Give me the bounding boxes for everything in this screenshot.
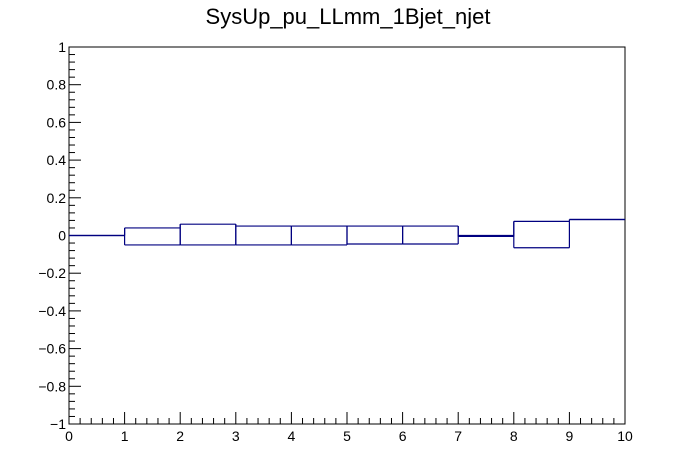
y-axis: −1 −0.8 −0.6 −0.4 −0.2 0 0.2 0.4 0.6 0.8 1	[38, 39, 81, 432]
y-tick-label: −0.4	[38, 303, 66, 319]
x-tick-label: 5	[343, 428, 351, 444]
x-tick-label: 3	[232, 428, 240, 444]
y-tick-label: −1	[50, 416, 66, 432]
x-tick-label: 1	[121, 428, 129, 444]
x-tick-label: 0	[65, 428, 73, 444]
y-tick-label: 0.2	[47, 190, 67, 206]
x-tick-label: 7	[454, 428, 462, 444]
x-tick-label: 10	[617, 428, 633, 444]
x-tick-label: 8	[510, 428, 518, 444]
histogram-bins	[69, 218, 625, 249]
y-tick-label: 0.4	[47, 152, 67, 168]
chart-title: SysUp_pu_LLmm_1Bjet_njet	[205, 4, 491, 29]
y-tick-label: 0.6	[47, 114, 67, 130]
x-tick-label: 4	[288, 428, 296, 444]
y-tick-label: 0	[58, 228, 66, 244]
x-tick-label: 6	[399, 428, 407, 444]
x-tick-label: 2	[176, 428, 184, 444]
y-tick-label: 0.8	[47, 77, 67, 93]
x-tick-label: 9	[566, 428, 574, 444]
y-tick-label: −0.2	[38, 265, 66, 281]
y-tick-label: −0.8	[38, 378, 66, 394]
y-tick-label: 1	[58, 39, 66, 55]
x-axis: 0 1 2 3 4 5 6 7 8 9 10	[65, 412, 633, 444]
y-tick-label: −0.6	[38, 341, 66, 357]
